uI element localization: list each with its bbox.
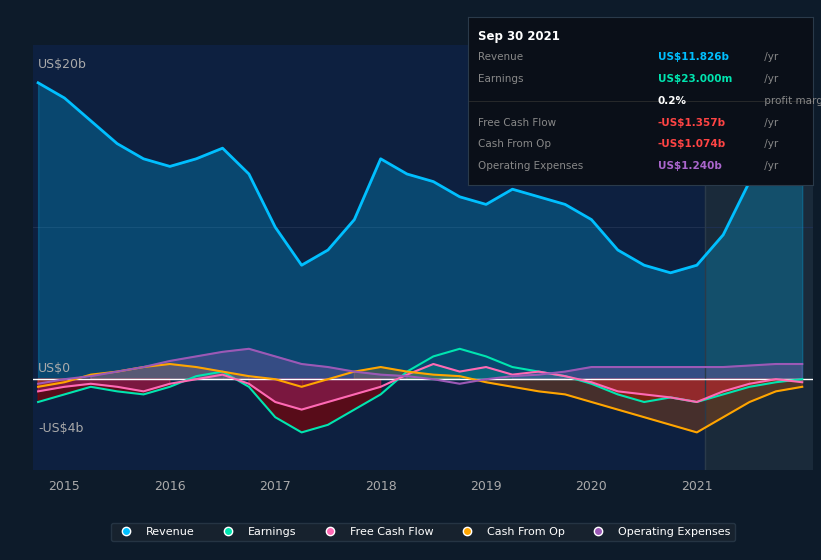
Text: Earnings: Earnings xyxy=(479,74,524,84)
Text: /yr: /yr xyxy=(761,118,778,128)
Text: Cash From Op: Cash From Op xyxy=(479,139,552,150)
Text: /yr: /yr xyxy=(761,139,778,150)
Text: Free Cash Flow: Free Cash Flow xyxy=(479,118,557,128)
Text: US$20b: US$20b xyxy=(38,58,87,71)
Text: US$11.826b: US$11.826b xyxy=(658,52,728,62)
Text: US$23.000m: US$23.000m xyxy=(658,74,732,84)
Bar xyxy=(705,45,813,470)
Text: US$0: US$0 xyxy=(38,362,71,375)
Text: /yr: /yr xyxy=(761,52,778,62)
Text: 0.2%: 0.2% xyxy=(658,96,686,106)
Text: US$1.240b: US$1.240b xyxy=(658,161,722,171)
Text: /yr: /yr xyxy=(761,161,778,171)
Text: -US$1.074b: -US$1.074b xyxy=(658,139,726,150)
Text: /yr: /yr xyxy=(761,74,778,84)
Text: -US$4b: -US$4b xyxy=(38,422,84,436)
Legend: Revenue, Earnings, Free Cash Flow, Cash From Op, Operating Expenses: Revenue, Earnings, Free Cash Flow, Cash … xyxy=(111,522,735,542)
Text: Revenue: Revenue xyxy=(479,52,524,62)
Text: -US$1.357b: -US$1.357b xyxy=(658,118,726,128)
Text: Operating Expenses: Operating Expenses xyxy=(479,161,584,171)
Text: profit margin: profit margin xyxy=(761,96,821,106)
Text: Sep 30 2021: Sep 30 2021 xyxy=(479,30,560,43)
